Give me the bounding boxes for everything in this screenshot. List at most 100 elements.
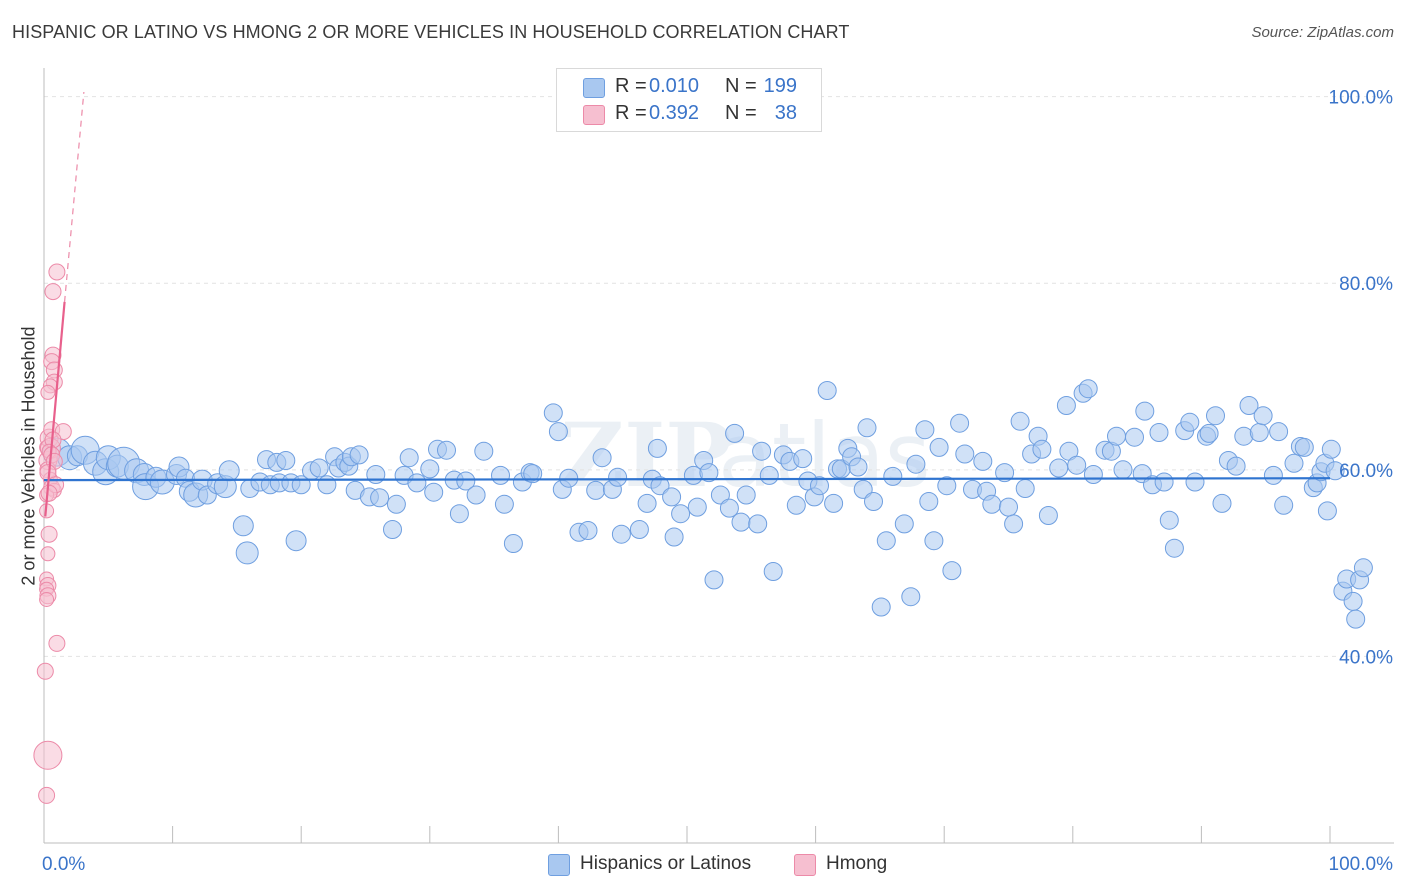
hispanic-point	[1067, 455, 1087, 475]
n-value: 199	[763, 75, 797, 97]
hmong-point	[38, 786, 56, 804]
hispanic-point	[1206, 406, 1225, 426]
hispanic-point	[456, 471, 476, 491]
hispanic-point	[1113, 460, 1133, 480]
hispanic-point	[424, 482, 444, 502]
hispanic-point	[752, 441, 772, 461]
hispanic-point	[1239, 396, 1259, 415]
hispanic-point	[999, 497, 1018, 517]
hispanic-point	[919, 492, 939, 511]
hispanic-point	[1049, 458, 1069, 478]
hispanic-point	[1269, 422, 1289, 442]
hmong-point	[40, 546, 56, 562]
stats-legend: R = 0.010 N = 199 R = 0.392 N = 38	[556, 68, 822, 132]
hmong-point	[40, 484, 58, 502]
legend-label: Hmong	[826, 853, 888, 874]
hispanic-point	[1294, 437, 1314, 457]
r-value: 0.392	[649, 102, 700, 124]
hispanic-point	[950, 413, 970, 433]
hispanic-point	[731, 512, 751, 532]
hispanic-point	[370, 488, 390, 508]
trend-lines	[43, 91, 1331, 517]
hispanic-point	[1159, 510, 1179, 530]
hispanic-point	[995, 463, 1015, 483]
hispanic-point	[586, 480, 606, 500]
hispanic-point	[1032, 439, 1052, 459]
hispanic-point	[420, 459, 440, 479]
hispanic-point	[1180, 412, 1200, 432]
r-label: R =	[615, 102, 647, 124]
hispanic-point	[664, 527, 684, 547]
hispanic-point	[793, 449, 813, 469]
hispanic-point	[1078, 379, 1098, 399]
hispanic-point	[1321, 439, 1341, 459]
hispanic-point	[848, 457, 868, 477]
hispanic-point	[629, 520, 649, 539]
hispanic-point	[1004, 514, 1024, 534]
hispanic-point	[1284, 453, 1304, 473]
hispanic-point	[608, 467, 628, 487]
r-label: R =	[615, 75, 647, 97]
hispanic-point	[1107, 426, 1126, 446]
hispanic-point	[637, 493, 657, 513]
hispanic-point	[1015, 479, 1035, 498]
x-tick-label: 100.0%	[1329, 854, 1394, 875]
hispanic-point	[876, 531, 896, 551]
hispanic-point	[662, 487, 682, 507]
hispanic-point	[559, 468, 579, 488]
hmong-point	[36, 662, 54, 680]
legend-label: Hispanics or Latinos	[580, 853, 752, 874]
hispanic-point	[1317, 501, 1337, 521]
hispanic-point	[1149, 423, 1169, 442]
hispanic-point	[232, 515, 254, 537]
hispanic-point	[1253, 406, 1273, 426]
hmong-swatch	[794, 854, 816, 876]
hispanic-point	[1038, 506, 1058, 525]
hispanic-point	[437, 440, 456, 460]
hispanic-point	[937, 476, 957, 496]
y-axis-label: 2 or more Vehicles in Household	[18, 326, 39, 586]
hispanic-point	[349, 445, 369, 465]
hmong-swatch	[583, 105, 605, 125]
hispanic-point	[929, 437, 949, 457]
hispanic-point	[736, 485, 756, 505]
hispanic-point	[1125, 427, 1144, 447]
hispanic-point	[1346, 609, 1366, 629]
hmong-points	[33, 263, 72, 804]
hispanic-point	[883, 466, 903, 486]
n-label: N =	[725, 75, 757, 97]
hmong-trend-extension	[63, 91, 85, 302]
hispanic-point	[1164, 538, 1184, 558]
hispanic-trend-line	[43, 477, 1331, 482]
hispanic-point	[399, 448, 419, 468]
hispanic-point	[924, 531, 944, 551]
hispanic-point	[1226, 456, 1246, 476]
hispanic-point	[543, 403, 563, 423]
y-tick-label: 40.0%	[1339, 647, 1393, 668]
x-tick-label: 0.0%	[42, 854, 85, 875]
hispanic-point	[407, 473, 427, 493]
hispanic-point	[1325, 461, 1345, 481]
hispanic-point	[699, 463, 719, 483]
hispanic-point	[317, 475, 337, 495]
hispanic-point	[285, 530, 307, 552]
hispanic-point	[1135, 401, 1155, 421]
hispanic-point	[710, 485, 730, 505]
hispanic-point	[671, 504, 691, 524]
hmong-point	[44, 283, 62, 301]
hispanic-point	[466, 485, 486, 505]
hispanic-point	[906, 454, 926, 474]
hispanic-point	[704, 570, 724, 590]
hispanic-point	[386, 494, 406, 514]
hispanic-swatch	[583, 78, 605, 98]
hmong-point	[48, 634, 66, 652]
hispanic-point	[982, 494, 1002, 514]
hispanic-point	[235, 541, 259, 565]
stats-row-hispanic: R = 0.010 N = 199	[557, 73, 821, 101]
hispanic-point	[1234, 426, 1254, 446]
hispanic-point	[955, 444, 975, 464]
hispanic-point	[523, 464, 543, 484]
hispanic-point	[1343, 591, 1363, 611]
hispanic-point	[725, 423, 745, 443]
